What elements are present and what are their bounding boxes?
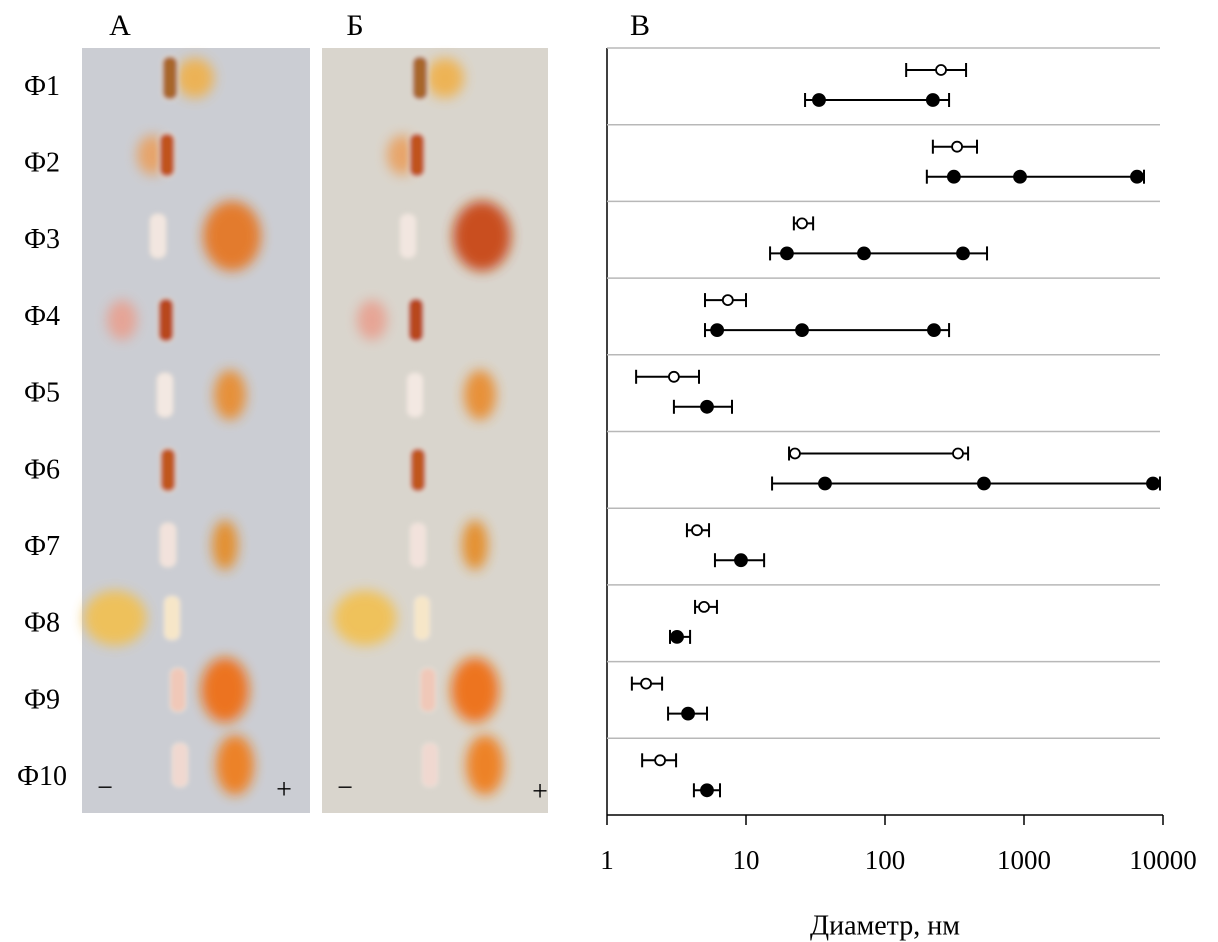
gel-band xyxy=(212,520,238,570)
row-label: Ф7 xyxy=(24,531,60,562)
gel-band xyxy=(464,370,496,420)
data-point xyxy=(668,370,680,383)
panel-label: В xyxy=(630,9,650,42)
gel-well xyxy=(159,447,177,493)
gel-well xyxy=(413,595,431,641)
electrode-sign: + xyxy=(276,774,292,805)
gel-band xyxy=(214,370,246,420)
data-point xyxy=(812,93,826,107)
electrode-sign: − xyxy=(337,772,353,803)
x-tick-label: 10000 xyxy=(1129,845,1197,875)
gel-well xyxy=(157,297,175,343)
data-point xyxy=(956,246,970,261)
row-label: Ф3 xyxy=(24,224,60,255)
row-label: Ф6 xyxy=(24,454,60,485)
gel-well xyxy=(163,595,181,641)
gel-band xyxy=(462,520,488,570)
gel-well xyxy=(421,742,439,788)
data-point xyxy=(796,217,808,230)
data-point xyxy=(927,323,941,338)
row-label: Ф5 xyxy=(24,378,60,409)
data-point xyxy=(951,140,963,153)
data-point xyxy=(710,323,725,338)
x-tick-label: 1 xyxy=(600,845,614,875)
data-point xyxy=(698,601,710,613)
data-point xyxy=(1130,169,1144,184)
data-point xyxy=(640,677,652,690)
data-point xyxy=(691,524,703,537)
x-tick-label: 100 xyxy=(865,845,906,875)
gel-bands xyxy=(83,55,511,795)
row-label: Ф9 xyxy=(24,684,60,715)
row-label: Ф10 xyxy=(17,761,67,792)
gel-well xyxy=(161,55,179,101)
gel-well xyxy=(407,297,425,343)
data-point xyxy=(721,294,734,307)
gel-well xyxy=(411,55,429,101)
data-point xyxy=(681,706,695,721)
electrode-sign: − xyxy=(97,772,113,803)
x-axis-title: Диаметр, нм xyxy=(810,910,960,941)
gel-band xyxy=(357,300,387,340)
gel-well xyxy=(406,372,424,418)
gel-band xyxy=(451,657,499,723)
gel-well xyxy=(409,522,427,568)
data-point xyxy=(700,783,714,798)
gel-well xyxy=(399,213,417,259)
gel-band xyxy=(426,58,464,98)
gel-band xyxy=(466,735,504,795)
x-tick-label: 1000 xyxy=(997,845,1051,875)
gel-well xyxy=(408,132,426,178)
x-tick-label: 10 xyxy=(733,845,760,875)
data-point xyxy=(654,754,667,767)
gel-well xyxy=(156,372,174,418)
data-point xyxy=(734,553,748,568)
panel-label: А xyxy=(109,9,131,42)
panel-label: Б xyxy=(346,9,363,42)
electrode-sign: + xyxy=(532,776,548,807)
row-label: Ф2 xyxy=(24,147,60,178)
gel-band xyxy=(83,590,147,646)
row-label: Ф8 xyxy=(24,608,60,639)
gel-well xyxy=(159,522,177,568)
gel-well xyxy=(419,667,437,713)
gel-band xyxy=(176,58,214,98)
data-point xyxy=(935,64,947,76)
data-point xyxy=(818,476,832,491)
row-label: Ф4 xyxy=(24,301,60,332)
gel-band xyxy=(107,300,137,340)
gel-well xyxy=(171,742,189,788)
gel-band xyxy=(203,201,261,271)
data-point xyxy=(700,399,714,414)
data-point xyxy=(946,169,961,184)
data-point xyxy=(1013,169,1027,184)
gel-well xyxy=(149,213,167,259)
data-point xyxy=(780,246,794,261)
gel-band xyxy=(216,735,254,795)
gel-photo-a xyxy=(82,48,310,813)
data-point xyxy=(952,447,964,460)
gel-band xyxy=(453,201,511,271)
gel-band xyxy=(201,657,249,723)
data-point xyxy=(670,630,684,644)
gel-well xyxy=(409,447,427,493)
row-label: Ф1 xyxy=(24,71,60,102)
data-point xyxy=(795,323,809,338)
data-point xyxy=(977,476,991,491)
data-point xyxy=(925,93,940,107)
gel-well xyxy=(158,132,176,178)
data-point xyxy=(1146,476,1160,491)
data-point xyxy=(857,246,871,261)
data-point xyxy=(789,447,801,460)
gel-well xyxy=(169,667,187,713)
gel-band xyxy=(333,590,397,646)
